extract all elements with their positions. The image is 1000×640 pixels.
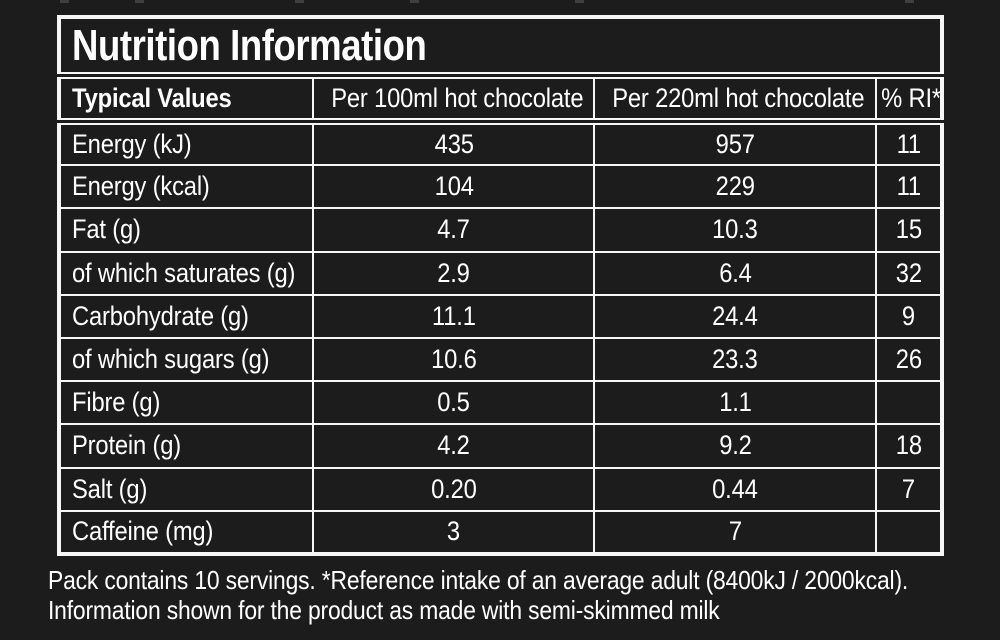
value-per-220ml: 0.44 <box>593 466 876 511</box>
table-row-energy-kj: Energy (kJ) 435 957 11 <box>59 120 942 166</box>
row-label: Fat (g) <box>59 207 314 252</box>
value-per-220ml: 23.3 <box>593 336 876 382</box>
row-label: of which sugars (g) <box>59 336 314 382</box>
value-per-100ml: 4.7 <box>312 207 595 252</box>
table-title-row: Nutrition Information <box>59 17 942 80</box>
value-ri-percent: 11 <box>874 120 942 166</box>
value-per-220ml: 6.4 <box>593 250 876 295</box>
table-row-caffeine: Caffeine (mg) 3 7 <box>59 509 942 554</box>
value-per-220ml: 9.2 <box>593 423 876 468</box>
value-ri-percent: 32 <box>874 250 942 295</box>
row-label: Caffeine (mg) <box>59 509 314 554</box>
table-row-saturates: of which saturates (g) 2.9 6.4 32 <box>59 250 942 295</box>
cropped-text-remnant <box>60 0 69 3</box>
value-per-100ml: 2.9 <box>312 250 595 295</box>
cropped-text-remnant <box>295 0 304 3</box>
column-header-typical-values: Typical Values <box>59 75 314 126</box>
column-header-per-220ml: Per 220ml hot chocolate <box>593 75 876 126</box>
footnote: Pack contains 10 servings. *Reference in… <box>48 565 998 625</box>
value-per-100ml: 11.1 <box>312 293 595 338</box>
cropped-text-remnant <box>905 0 914 3</box>
column-header-ri-percent: % RI* <box>874 75 942 126</box>
row-label: Energy (kcal) <box>59 164 314 209</box>
value-per-220ml: 24.4 <box>593 293 876 338</box>
cropped-text-remnant <box>410 0 419 3</box>
value-ri-percent: 11 <box>874 164 942 209</box>
table-row-sugars: of which sugars (g) 10.6 23.3 26 <box>59 336 942 382</box>
cropped-text-remnant <box>575 0 584 3</box>
value-ri-percent: 7 <box>874 466 942 511</box>
footnote-line-2: Information shown for the product as mad… <box>48 595 720 625</box>
value-per-220ml: 229 <box>593 164 876 209</box>
table-row-energy-kcal: Energy (kcal) 104 229 11 <box>59 164 942 209</box>
value-per-100ml: 0.5 <box>312 380 595 425</box>
value-ri-percent: 9 <box>874 293 942 338</box>
value-per-220ml: 957 <box>593 120 876 166</box>
table-row-fibre: Fibre (g) 0.5 1.1 <box>59 380 942 425</box>
value-per-100ml: 10.6 <box>312 336 595 382</box>
table-row-salt: Salt (g) 0.20 0.44 7 <box>59 466 942 511</box>
value-ri-percent <box>874 380 942 425</box>
value-per-100ml: 4.2 <box>312 423 595 468</box>
table-title-text: Nutrition Information <box>72 20 427 70</box>
cropped-text-remnant <box>135 0 144 3</box>
table-row-fat: Fat (g) 4.7 10.3 15 <box>59 207 942 252</box>
table-row-protein: Protein (g) 4.2 9.2 18 <box>59 423 942 468</box>
nutrition-information-table: Nutrition Information Typical Values Per… <box>57 15 944 556</box>
value-per-100ml: 3 <box>312 509 595 554</box>
row-label: of which saturates (g) <box>59 250 314 295</box>
value-per-100ml: 435 <box>312 120 595 166</box>
footnote-line-1: Pack contains 10 servings. *Reference in… <box>48 565 909 595</box>
value-per-220ml: 10.3 <box>593 207 876 252</box>
table-row-carbohydrate: Carbohydrate (g) 11.1 24.4 9 <box>59 293 942 338</box>
value-per-100ml: 0.20 <box>312 466 595 511</box>
table-header-row: Typical Values Per 100ml hot chocolate P… <box>59 75 942 126</box>
value-ri-percent: 26 <box>874 336 942 382</box>
value-ri-percent <box>874 509 942 554</box>
value-ri-percent: 18 <box>874 423 942 468</box>
value-per-220ml: 1.1 <box>593 380 876 425</box>
row-label: Carbohydrate (g) <box>59 293 314 338</box>
row-label: Protein (g) <box>59 423 314 468</box>
row-label: Salt (g) <box>59 466 314 511</box>
value-per-220ml: 7 <box>593 509 876 554</box>
value-ri-percent: 15 <box>874 207 942 252</box>
row-label: Energy (kJ) <box>59 120 314 166</box>
row-label: Fibre (g) <box>59 380 314 425</box>
table-title: Nutrition Information <box>59 17 942 80</box>
column-header-per-100ml: Per 100ml hot chocolate <box>312 75 595 126</box>
value-per-100ml: 104 <box>312 164 595 209</box>
